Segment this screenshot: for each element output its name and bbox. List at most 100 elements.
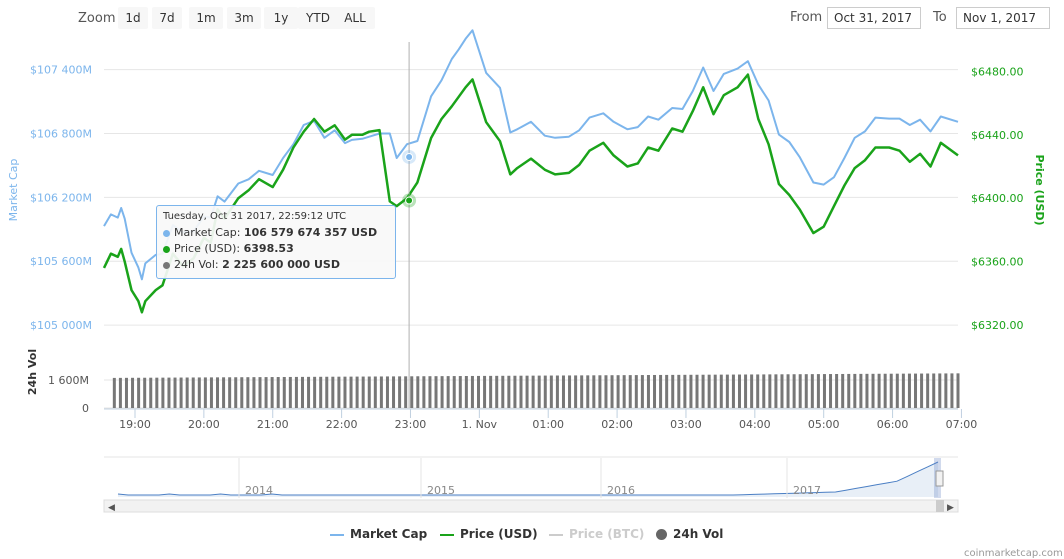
navigator[interactable]: 2014 2015 2016 2017 ◀ ▶	[103, 456, 959, 513]
navigator-line	[117, 461, 939, 496]
volume-bar	[300, 376, 304, 408]
price-tick-label: $6480.00	[971, 65, 1024, 78]
volume-bar	[288, 376, 292, 408]
x-tick-label: 06:00	[877, 418, 909, 431]
x-tick-label: 21:00	[257, 418, 289, 431]
zoom-1m-button[interactable]: 1m	[189, 7, 223, 29]
volume-bar	[313, 376, 317, 408]
volume-bar	[671, 374, 675, 408]
volume-bar	[920, 373, 924, 408]
price-dot-icon	[163, 245, 170, 253]
volume-bar	[895, 373, 899, 408]
volume-dot-icon	[163, 261, 170, 269]
market-cap-axis-title: Market Cap	[7, 159, 20, 222]
legend-dot-icon	[656, 529, 667, 540]
legend-line-icon	[549, 533, 563, 536]
legend-market-cap[interactable]: Market Cap	[330, 527, 427, 545]
legend-label: Price (USD)	[460, 527, 538, 541]
volume-bar	[780, 374, 784, 408]
market-cap-axis: $105 000M $105 600M $106 200M $106 800M $107…	[30, 64, 92, 332]
volume-bar	[392, 376, 396, 408]
volume-bar	[379, 376, 383, 408]
navigator-year-label: 2014	[245, 484, 273, 497]
volume-bar	[543, 375, 547, 408]
zoom-1d-button[interactable]: 1d	[118, 7, 148, 29]
volume-bar	[810, 374, 814, 408]
price-axis: $6320.00 $6360.00 $6400.00 $6440.00 $6480.00	[971, 65, 1024, 331]
volume-bar	[519, 375, 523, 408]
credit-link[interactable]: coinmarketcap.com	[964, 548, 1063, 559]
to-date-input[interactable]: Nov 1, 2017	[956, 7, 1050, 29]
volume-bar	[337, 376, 341, 408]
legend-price-usd[interactable]: Price (USD)	[440, 527, 538, 545]
volume-bar	[616, 375, 620, 408]
volume-bar	[373, 376, 377, 408]
volume-bar	[640, 375, 644, 408]
volume-bar	[774, 374, 778, 408]
volume-bar	[592, 375, 596, 408]
zoom-ytd-button[interactable]: YTD	[298, 7, 338, 29]
legend-24h-vol[interactable]: 24h Vol	[656, 527, 723, 545]
volume-bar	[731, 374, 735, 408]
volume-bar	[343, 376, 347, 408]
volume-bar	[385, 376, 389, 408]
legend-line-icon	[330, 533, 344, 536]
volume-bar	[191, 377, 195, 408]
volume-bar	[240, 377, 244, 408]
navigator-year-label: 2016	[607, 484, 635, 497]
volume-bar	[428, 376, 432, 408]
zoom-7d-button[interactable]: 7d	[152, 7, 182, 29]
volume-bar	[270, 377, 274, 408]
legend-price-btc[interactable]: Price (BTC)	[549, 527, 644, 545]
to-label: To	[933, 10, 947, 25]
volume-bar	[495, 375, 499, 408]
volume-bar	[434, 376, 438, 408]
zoom-all-button[interactable]: ALL	[335, 7, 375, 29]
volume-bar	[349, 376, 353, 408]
volume-bar	[537, 375, 541, 408]
volume-bar	[610, 375, 614, 408]
volume-bar	[282, 376, 286, 408]
zoom-label: Zoom	[78, 11, 116, 26]
volume-bar	[319, 376, 323, 408]
volume-bar	[737, 374, 741, 408]
volume-bar	[410, 376, 414, 408]
volume-bar	[555, 375, 559, 408]
tooltip-row-volume: 24h Vol: 2 225 600 000 USD	[163, 258, 340, 271]
volume-bar	[477, 375, 481, 408]
volume-bar	[829, 374, 833, 408]
volume-bar	[926, 373, 930, 408]
volume-bar	[944, 373, 948, 408]
volume-bar	[264, 377, 268, 408]
volume-bar	[628, 375, 632, 408]
volume-bar	[307, 376, 311, 408]
zoom-3m-button[interactable]: 3m	[227, 7, 261, 29]
range-toolbar: Zoom 1d 7d 1m 3m 1y YTD ALL From Oct 31,…	[0, 0, 1064, 36]
volume-bar	[149, 377, 153, 408]
volume-bar	[137, 377, 141, 408]
x-tick-label: 22:00	[326, 418, 358, 431]
volume-bar	[634, 375, 638, 408]
price-marker	[405, 196, 414, 205]
volume-bar	[197, 377, 201, 408]
volume-bar	[956, 373, 960, 408]
volume-bar	[586, 375, 590, 408]
zoom-1y-button[interactable]: 1y	[264, 7, 298, 29]
volume-bar	[483, 375, 487, 408]
volume-bar	[580, 375, 584, 408]
volume-bar	[853, 373, 857, 408]
volume-bar	[367, 376, 371, 408]
volume-bar	[209, 377, 213, 408]
tooltip-label: Market Cap:	[174, 226, 244, 239]
scroll-left-arrow-icon: ◀	[108, 503, 115, 513]
tooltip-label: Price (USD):	[174, 242, 244, 255]
navigator-scrollbar	[103, 499, 959, 513]
volume-bar	[525, 375, 529, 408]
navigator-area	[118, 462, 938, 497]
volume-bar	[531, 375, 535, 408]
from-date-input[interactable]: Oct 31, 2017	[827, 7, 921, 29]
market-cap-tick-label: $106 200M	[30, 191, 92, 204]
volume-bar	[131, 377, 135, 408]
volume-bar	[901, 373, 905, 408]
